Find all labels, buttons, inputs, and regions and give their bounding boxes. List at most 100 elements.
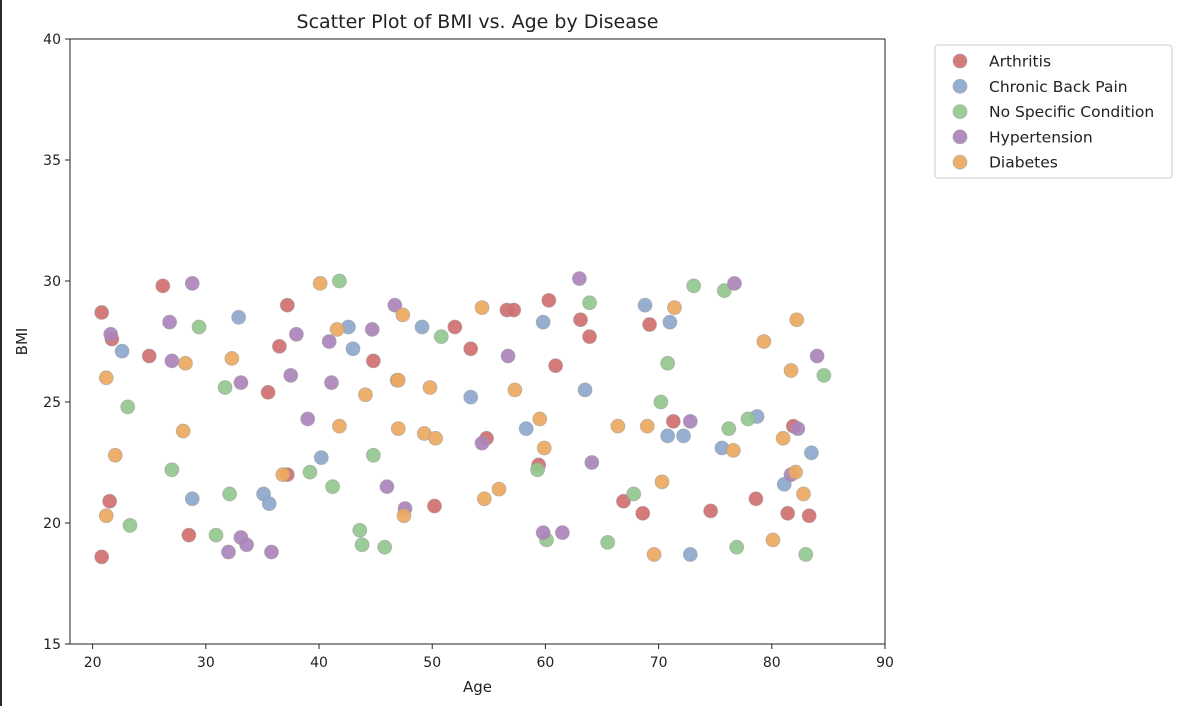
data-point xyxy=(288,326,304,342)
data-point xyxy=(395,307,411,323)
data-point xyxy=(541,292,557,308)
data-point xyxy=(571,271,587,286)
x-tick-label: 70 xyxy=(650,655,668,671)
plot-frame xyxy=(69,38,886,645)
data-point xyxy=(635,505,651,521)
data-point xyxy=(414,319,430,335)
data-point xyxy=(801,508,817,524)
data-point xyxy=(221,544,236,560)
data-point xyxy=(433,329,449,345)
data-point xyxy=(122,518,138,533)
data-point xyxy=(181,527,197,543)
data-point xyxy=(427,498,442,514)
data-point xyxy=(272,338,287,354)
data-point xyxy=(94,549,110,565)
data-point xyxy=(332,273,347,289)
data-point xyxy=(184,276,200,291)
data-point xyxy=(491,481,507,497)
data-point xyxy=(582,329,597,345)
data-point xyxy=(748,491,764,507)
data-point xyxy=(532,411,548,427)
data-point xyxy=(463,389,479,405)
x-tick-label: 90 xyxy=(876,655,894,671)
data-point xyxy=(175,423,191,439)
data-point xyxy=(816,367,832,383)
data-point xyxy=(283,367,299,383)
legend-entry: Hypertension xyxy=(989,128,1093,146)
data-point xyxy=(506,302,522,318)
data-point xyxy=(261,496,277,512)
data-point xyxy=(796,486,811,502)
data-point xyxy=(756,334,772,349)
data-point xyxy=(98,508,114,524)
data-point xyxy=(463,341,479,357)
data-point xyxy=(798,547,814,562)
data-point xyxy=(662,314,678,330)
series-diabetes xyxy=(98,276,811,562)
data-point xyxy=(324,375,339,391)
data-point xyxy=(676,428,691,444)
x-tick-label: 30 xyxy=(197,655,215,671)
data-point xyxy=(500,348,516,364)
data-point xyxy=(275,467,291,483)
data-point xyxy=(279,297,295,313)
x-tick-label: 50 xyxy=(423,655,441,671)
y-axis-label: BMI xyxy=(13,328,31,356)
data-point xyxy=(535,525,551,541)
data-point xyxy=(222,486,238,502)
data-point xyxy=(727,276,742,291)
series-hypertension xyxy=(103,271,825,560)
data-point xyxy=(530,462,545,478)
data-point xyxy=(721,421,737,437)
data-point xyxy=(233,375,249,391)
data-point xyxy=(428,430,444,446)
legend-marker xyxy=(952,104,968,119)
data-point xyxy=(780,505,796,521)
data-point xyxy=(107,447,123,463)
data-point xyxy=(377,539,393,555)
data-point xyxy=(102,493,118,509)
data-point xyxy=(264,544,279,560)
data-point xyxy=(740,411,756,427)
data-point xyxy=(365,447,381,463)
data-point xyxy=(447,319,463,335)
data-point xyxy=(217,380,233,395)
data-point xyxy=(654,474,670,490)
data-point xyxy=(387,297,403,313)
data-point xyxy=(775,430,791,446)
data-point xyxy=(239,537,254,553)
data-point xyxy=(141,348,157,364)
data-point xyxy=(626,486,642,502)
legend-marker xyxy=(952,53,968,69)
data-point xyxy=(164,353,180,369)
data-point xyxy=(312,276,328,291)
window-left-edge xyxy=(0,0,2,706)
data-point xyxy=(616,493,631,509)
data-point xyxy=(582,295,597,311)
x-tick-label: 20 xyxy=(84,655,102,671)
data-point xyxy=(300,411,316,427)
data-point xyxy=(120,399,136,415)
data-point xyxy=(164,462,180,478)
series-chronic-back-pain xyxy=(114,297,819,562)
data-point xyxy=(208,527,224,543)
data-point xyxy=(390,372,406,388)
data-point xyxy=(804,445,819,461)
legend-entry: Diabetes xyxy=(989,154,1058,172)
x-tick-label: 60 xyxy=(537,655,555,671)
data-point xyxy=(313,450,329,466)
data-point xyxy=(790,421,806,437)
data-point xyxy=(162,314,178,330)
data-point xyxy=(332,418,347,434)
data-point xyxy=(716,283,732,299)
data-point xyxy=(396,508,412,524)
data-point xyxy=(665,413,681,429)
data-point xyxy=(329,321,345,337)
series-no-specific-condition xyxy=(120,273,832,562)
series-arthritis xyxy=(94,278,817,565)
y-tick-label: 25 xyxy=(43,395,61,411)
data-point xyxy=(325,479,341,495)
data-point xyxy=(789,312,805,328)
data-point xyxy=(703,503,719,519)
data-point xyxy=(98,370,114,386)
